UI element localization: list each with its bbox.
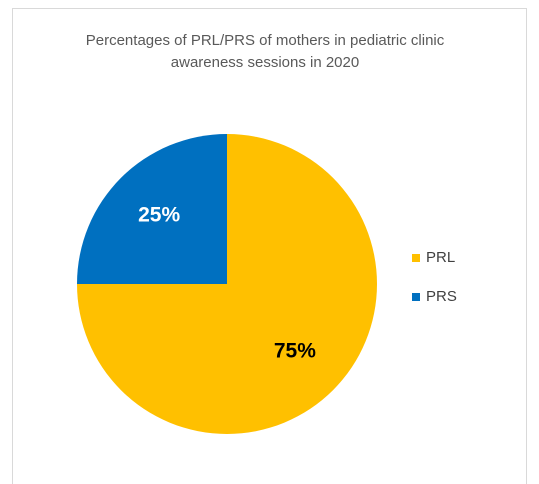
data-label: 25%	[138, 204, 180, 227]
legend-swatch	[412, 254, 420, 262]
pie-slice	[77, 134, 227, 284]
legend-swatch	[412, 293, 420, 301]
data-label: 75%	[274, 339, 316, 362]
legend-label: PRL	[426, 249, 455, 266]
legend-label: PRS	[426, 288, 457, 305]
chart-title: Percentages of PRL/PRS of mothers in ped…	[85, 32, 445, 71]
